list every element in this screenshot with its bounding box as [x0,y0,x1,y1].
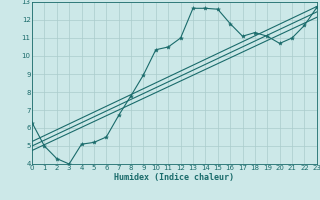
X-axis label: Humidex (Indice chaleur): Humidex (Indice chaleur) [115,173,234,182]
